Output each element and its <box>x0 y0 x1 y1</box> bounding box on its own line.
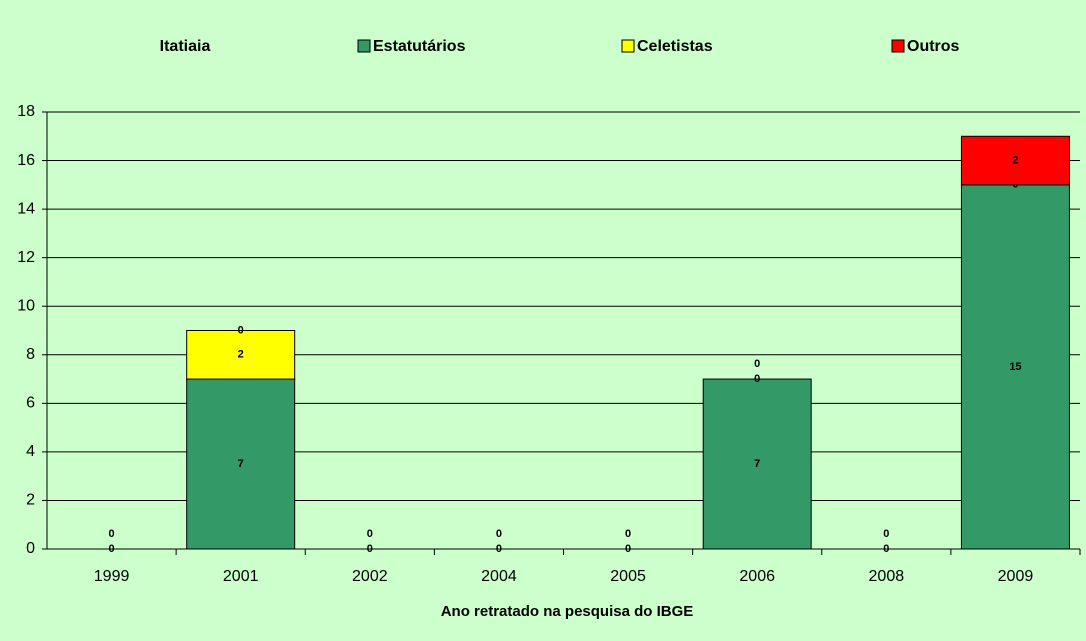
data-label: 0 <box>754 373 760 385</box>
legend-label: Celetistas <box>637 38 713 55</box>
x-tick-label: 2001 <box>223 568 259 585</box>
y-tick-label: 16 <box>17 152 35 169</box>
y-tick-label: 14 <box>17 200 35 217</box>
legend-swatch <box>891 39 905 53</box>
data-label: 0 <box>496 528 502 540</box>
chart-title: Itatiaia <box>160 38 211 55</box>
data-label: 7 <box>754 458 760 470</box>
data-label: 0 <box>883 528 889 540</box>
y-tick-label: 2 <box>26 492 35 509</box>
legend-label: Estatutários <box>373 38 466 55</box>
bar-segment <box>186 330 296 380</box>
data-label: 2 <box>1012 154 1018 166</box>
data-label: 0 <box>625 528 631 540</box>
data-label: 0 <box>754 358 760 370</box>
legend-swatch <box>621 39 635 53</box>
y-tick-label: 6 <box>26 395 35 412</box>
x-tick-label: 1999 <box>94 568 130 585</box>
bar-segment <box>960 135 1070 186</box>
data-label: 0 <box>109 528 115 540</box>
data-label: 0 <box>238 324 244 336</box>
bar-segment <box>960 184 1070 550</box>
y-tick-label: 10 <box>17 297 35 314</box>
y-tick-label: 12 <box>17 249 35 266</box>
y-tick-label: 0 <box>26 540 35 557</box>
x-tick-label: 2009 <box>998 568 1034 585</box>
x-tick-label: 2008 <box>869 568 905 585</box>
legend-swatch <box>357 39 371 53</box>
data-label: 7 <box>238 458 244 470</box>
x-tick-label: 2006 <box>739 568 775 585</box>
y-tick-label: 8 <box>26 346 35 363</box>
data-label: 0 <box>367 528 373 540</box>
bar-segment <box>186 378 296 550</box>
legend-label: Outros <box>907 38 960 55</box>
x-tick-label: 2005 <box>610 568 646 585</box>
y-tick-label: 4 <box>26 443 35 460</box>
data-label: 15 <box>1009 361 1021 373</box>
data-label: 2 <box>238 349 244 361</box>
y-tick-label: 18 <box>17 103 35 120</box>
x-tick-label: 2004 <box>481 568 517 585</box>
x-axis-label: Ano retratado na pesquisa do IBGE <box>441 603 694 620</box>
bar-segment <box>702 378 812 550</box>
x-tick-label: 2002 <box>352 568 388 585</box>
